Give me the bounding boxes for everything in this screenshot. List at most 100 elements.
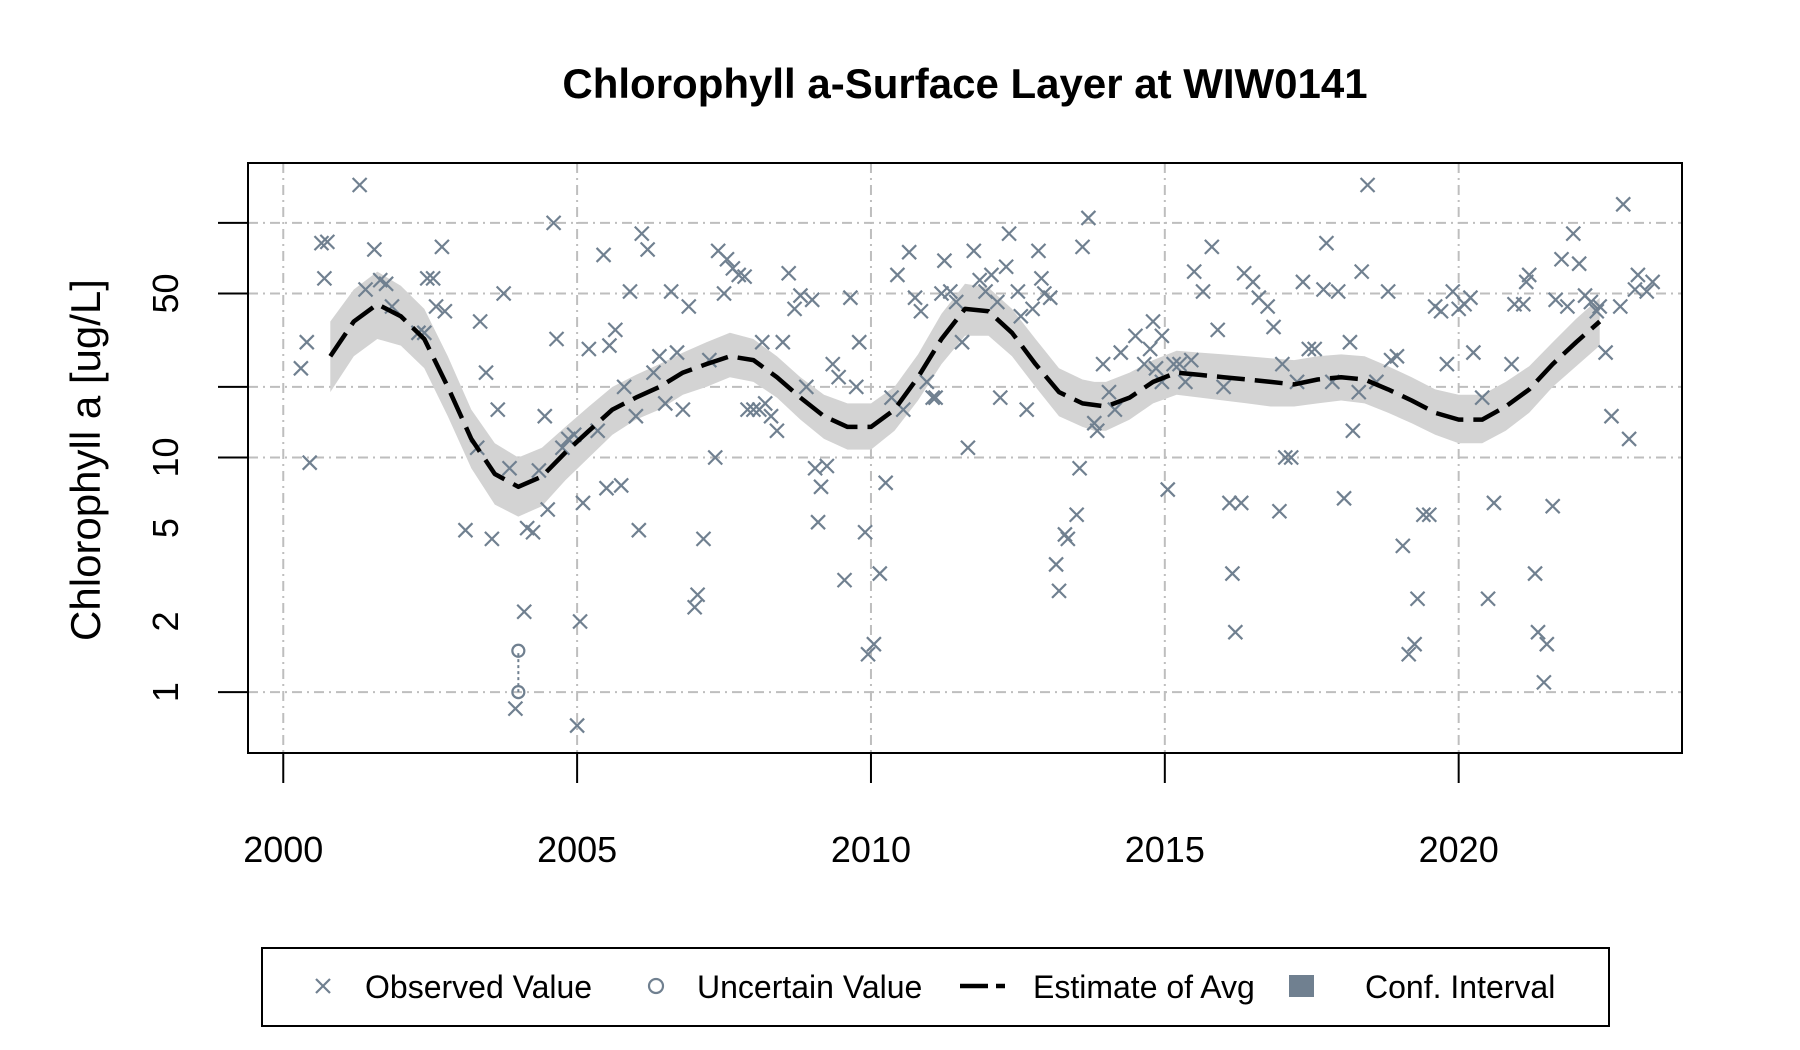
observed-point-stroke: [1274, 356, 1291, 372]
observed-point-stroke: [1112, 344, 1129, 361]
observed-point: [689, 586, 706, 603]
observed-point-stroke: [613, 477, 629, 494]
observed-point-stroke: [434, 239, 450, 255]
observed-point-stroke: [516, 603, 532, 620]
observed-point-stroke: [1615, 196, 1632, 213]
observed-point: [1101, 384, 1117, 400]
observed-point: [992, 389, 1009, 406]
observed-point-stroke: [1433, 303, 1449, 320]
observed-point: [1400, 646, 1417, 663]
observed-point-stroke: [757, 395, 773, 412]
observed-point: [633, 225, 650, 242]
observed-point-stroke: [1024, 301, 1041, 317]
observed-point-stroke: [1400, 646, 1417, 663]
observed-point-stroke: [1515, 296, 1532, 313]
observed-point: [501, 460, 518, 477]
observed-point-stroke: [595, 247, 612, 263]
observed-point-stroke: [710, 243, 726, 259]
observed-point-stroke: [948, 294, 964, 310]
observed-point-stroke: [1565, 225, 1582, 242]
observed-point: [457, 522, 474, 538]
observed-point-stroke: [1089, 422, 1106, 439]
observed-point-stroke: [1315, 281, 1332, 298]
observed-point: [663, 283, 679, 300]
observed-point: [1013, 308, 1029, 325]
observed-point: [786, 301, 803, 317]
observed-point: [1060, 531, 1076, 547]
observed-point-stroke: [1353, 263, 1370, 280]
observed-point-stroke: [316, 270, 333, 287]
observed-point-stroke: [1306, 341, 1323, 357]
legend-item-ci: Conf. Interval: [1289, 969, 1555, 1005]
observed-point: [601, 337, 618, 354]
observed-point-stroke: [1439, 356, 1455, 372]
observed-point-stroke: [1033, 270, 1050, 287]
observed-point: [792, 287, 809, 304]
observed-point-stroke: [1415, 506, 1432, 523]
axes: 2000 2005 2010 2015 2020 1 2 5 10 50: [145, 221, 1499, 870]
observed-point: [651, 348, 668, 365]
y-axis-label: Chlorophyll a [ug/L]: [62, 279, 109, 641]
observed-point-stroke: [539, 501, 556, 518]
grid-lines: [248, 163, 1682, 753]
observed-point-stroke: [1036, 285, 1053, 302]
observed-point-stroke: [1612, 298, 1629, 315]
observed-point-stroke: [1350, 384, 1367, 400]
observed-point-stroke: [1547, 292, 1564, 308]
observed-point-stroke: [616, 379, 632, 395]
observed-point: [1165, 356, 1182, 372]
observed-point: [1439, 356, 1455, 372]
legend-item-observed: Observed Value: [315, 969, 592, 1005]
observed-point: [516, 603, 532, 620]
observed-point-stroke: [1527, 565, 1543, 582]
observed-point-stroke: [1071, 460, 1088, 477]
observed-point: [948, 294, 964, 310]
observed-point-stroke: [1086, 415, 1103, 431]
observed-point-stroke: [848, 379, 865, 395]
observed-point: [860, 646, 876, 663]
observed-point: [1515, 296, 1532, 313]
observed-point-stroke: [1195, 283, 1211, 300]
observed-point: [616, 379, 632, 395]
observed-point: [607, 322, 624, 338]
observed-point-stroke: [1603, 408, 1620, 424]
observed-point-stroke: [913, 303, 929, 320]
observed-point-stroke: [936, 252, 953, 269]
observed-point: [539, 501, 556, 518]
observed-point: [1406, 636, 1423, 652]
observed-point-stroke: [1571, 255, 1587, 272]
observed-point: [495, 285, 512, 302]
observed-point-stroke: [1638, 283, 1655, 300]
observed-point-stroke: [769, 422, 785, 439]
observed-point-stroke: [1204, 239, 1220, 255]
observed-point-stroke: [960, 439, 976, 456]
observed-point-stroke: [736, 268, 753, 285]
observed-point-stroke: [1177, 374, 1194, 390]
observed-point: [1204, 239, 1220, 255]
observed-point: [1030, 243, 1047, 259]
observed-point: [1295, 274, 1311, 290]
observed-point-stroke: [298, 334, 315, 350]
observed-point-stroke: [351, 177, 368, 193]
x-tick-label: 2005: [537, 829, 617, 870]
observed-point: [1503, 356, 1520, 372]
observed-point-stroke: [810, 514, 826, 530]
observed-point: [769, 422, 785, 439]
observed-point-stroke: [1154, 328, 1170, 344]
observed-point: [1245, 274, 1261, 290]
uncertain-point: [511, 643, 526, 658]
observed-point-stroke: [1068, 506, 1085, 523]
observed-point-stroke: [919, 374, 935, 390]
observed-point: [1306, 341, 1323, 357]
observed-point: [1265, 319, 1282, 335]
observed-point: [813, 479, 829, 495]
observed-point-stroke: [883, 389, 900, 406]
observed-point: [1259, 298, 1276, 315]
y-tick-label: 10: [145, 437, 186, 477]
observed-point: [548, 331, 565, 347]
observed-point-stroke: [730, 267, 747, 283]
observed-point-stroke: [1227, 624, 1244, 640]
observed-point: [757, 395, 773, 412]
observed-point: [913, 303, 929, 320]
observed-point: [1048, 556, 1064, 573]
